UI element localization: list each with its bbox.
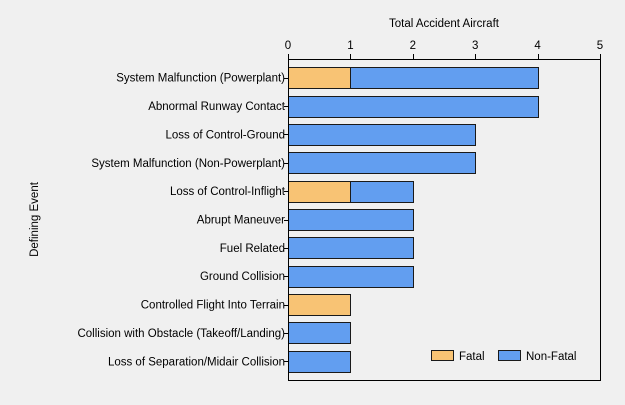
legend-label: Fatal <box>459 351 485 363</box>
category-label: System Malfunction (Non-Powerplant) <box>91 158 285 170</box>
x-tick-label: 1 <box>347 40 353 52</box>
category-label: Fuel Related <box>220 243 285 255</box>
bar-non-fatal <box>288 124 476 146</box>
plot-area-border <box>288 59 601 381</box>
x-ticks: 0 1 2 3 4 5 <box>285 40 603 59</box>
bar-non-fatal <box>288 209 414 231</box>
category-label: Abrupt Maneuver <box>197 215 285 227</box>
bars <box>288 67 539 373</box>
bar-non-fatal <box>288 322 351 344</box>
category-label: Collision with Obstacle (Takeoff/Landing… <box>77 328 285 340</box>
x-tick-label: 4 <box>534 40 541 52</box>
category-label: System Malfunction (Powerplant) <box>116 73 285 85</box>
y-axis-title: Defining Event <box>29 181 41 257</box>
bar-non-fatal <box>288 266 414 288</box>
legend-label: Non-Fatal <box>526 351 577 363</box>
legend-swatch <box>431 350 454 361</box>
bar-fatal <box>288 294 351 316</box>
legend-swatch <box>498 350 521 361</box>
x-tick-label: 2 <box>410 40 416 52</box>
x-tick-label: 0 <box>285 40 291 52</box>
category-labels: System Malfunction (Powerplant) Abnormal … <box>77 73 288 368</box>
category-label: Loss of Control-Ground <box>165 129 285 141</box>
category-label: Loss of Separation/Midair Collision <box>108 356 285 368</box>
legend: Fatal Non-Fatal <box>431 350 577 363</box>
bar-non-fatal <box>288 351 351 373</box>
x-tick-label: 3 <box>472 40 478 52</box>
bar-non-fatal <box>350 181 414 203</box>
x-axis-title: Total Accident Aircraft <box>389 18 500 30</box>
x-tick-label: 5 <box>597 40 603 52</box>
bar-non-fatal <box>288 237 414 259</box>
bar-fatal <box>288 67 351 89</box>
category-label: Controlled Flight Into Terrain <box>141 300 285 312</box>
bar-non-fatal <box>288 96 539 118</box>
bar-non-fatal <box>288 152 476 174</box>
category-label: Ground Collision <box>200 271 285 283</box>
bar-fatal <box>288 181 351 203</box>
bar-non-fatal <box>350 67 539 89</box>
category-label: Abnormal Runway Contact <box>148 101 286 113</box>
category-label: Loss of Control-Inflight <box>170 186 286 198</box>
